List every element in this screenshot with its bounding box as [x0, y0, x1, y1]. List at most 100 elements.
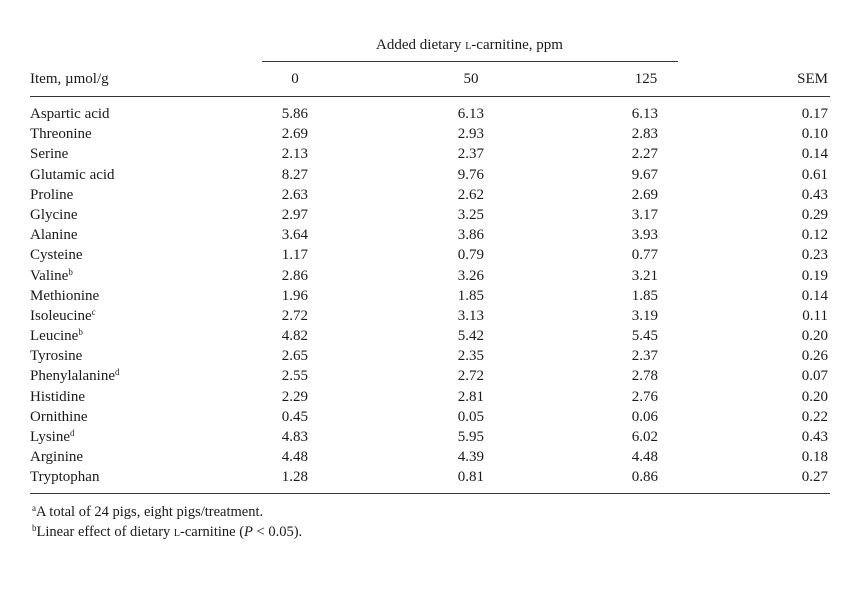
row-value-50-ppm: 4.39 [457, 449, 484, 466]
row-value-125-ppm: 2.78 [631, 368, 658, 385]
footnote-b-p: P [244, 524, 253, 540]
row-value-50-ppm: 0.05 [457, 408, 484, 425]
footnote-b-smallcaps: L [173, 525, 181, 540]
row-value-0-ppm: 4.48 [281, 449, 308, 466]
row-item-label: Lysined [30, 428, 75, 446]
header-125-ppm: 125 [634, 71, 658, 87]
row-value-125-ppm: 0.06 [631, 408, 658, 425]
row-value-125-ppm: 9.67 [631, 166, 658, 183]
row-item-label: Methionine [30, 287, 100, 304]
footnote-a-text: A total of 24 pigs, eight pigs/treatment… [36, 504, 264, 520]
table-row: Alanine 3.64 3.86 3.93 0.12 [30, 225, 830, 245]
row-value-sem: 0.27 [801, 469, 828, 486]
row-value-125-ppm: 2.69 [631, 186, 658, 203]
row-value-sem: 0.29 [801, 206, 828, 223]
row-item-label: Valineb [30, 266, 73, 284]
row-item-label: Glutamic acid [30, 166, 115, 183]
row-item-label: Aspartic acid [30, 106, 110, 122]
row-item-label: Histidine [30, 388, 85, 405]
row-item-footnote-mark: c [91, 306, 96, 317]
row-value-sem: 0.20 [801, 388, 828, 405]
row-value-50-ppm: 5.42 [457, 328, 484, 345]
spanner-prefix: Added dietary [376, 37, 466, 53]
row-value-0-ppm: 2.86 [281, 267, 308, 284]
column-spanner-heading: Added dietary L-carnitine, ppm [262, 37, 677, 54]
footnote-a-mark: a [32, 503, 36, 513]
table-row: Threonine 2.69 2.93 2.83 0.10 [30, 124, 830, 144]
row-value-sem: 0.10 [801, 126, 828, 143]
row-value-0-ppm: 2.97 [281, 206, 308, 223]
row-value-0-ppm: 2.13 [281, 146, 308, 163]
row-value-50-ppm: 1.85 [457, 287, 484, 304]
row-value-sem: 0.43 [801, 186, 828, 203]
row-value-50-ppm: 2.62 [457, 186, 484, 203]
row-value-sem: 0.14 [801, 287, 828, 304]
row-item-label: Arginine [30, 449, 84, 466]
row-value-0-ppm: 2.55 [281, 368, 308, 385]
row-value-125-ppm: 2.83 [631, 126, 658, 143]
header-0-ppm: 0 [291, 71, 299, 87]
row-value-0-ppm: 4.83 [281, 429, 308, 445]
row-value-0-ppm: 2.63 [281, 186, 308, 203]
row-value-125-ppm: 2.76 [631, 388, 658, 405]
row-value-sem: 0.43 [801, 429, 828, 445]
table-row: Cysteine 1.17 0.79 0.77 0.23 [30, 245, 830, 265]
footnote-b: bLinear effect of dietary L-carnitine (P… [32, 522, 302, 543]
row-value-125-ppm: 2.37 [631, 348, 658, 365]
table-row: Tyrosine 2.65 2.35 2.37 0.26 [30, 346, 830, 366]
row-value-125-ppm: 0.77 [631, 247, 658, 264]
table-row: Proline 2.63 2.62 2.69 0.43 [30, 185, 830, 205]
row-value-125-ppm: 6.13 [631, 106, 658, 122]
row-value-50-ppm: 0.81 [457, 469, 484, 486]
row-value-0-ppm: 2.65 [281, 348, 308, 365]
header-rule [30, 96, 830, 97]
row-value-50-ppm: 2.72 [457, 368, 484, 385]
row-item-label: Phenylalanined [30, 367, 120, 385]
row-value-50-ppm: 5.95 [457, 429, 484, 445]
table-row: Tryptophan 1.28 0.81 0.86 0.27 [30, 467, 830, 487]
row-item-label: Cysteine [30, 247, 83, 264]
row-item-label: Threonine [30, 126, 92, 143]
row-item-label: Tryptophan [30, 469, 100, 486]
row-value-50-ppm: 2.37 [457, 146, 484, 163]
row-value-sem: 0.18 [801, 449, 828, 466]
row-value-0-ppm: 2.29 [281, 388, 308, 405]
header-sem: SEM [797, 71, 828, 87]
footnote-b-mark: b [32, 523, 37, 533]
header-item: Item, µmol/g [30, 71, 109, 87]
table-body: Aspartic acid 5.86 6.13 6.13 0.17 Threonine 2.… [30, 104, 830, 488]
footnote-a: aA total of 24 pigs, eight pigs/treatmen… [32, 502, 302, 522]
table-row: Lysined 4.83 5.95 6.02 0.43 [30, 427, 830, 447]
row-value-125-ppm: 0.86 [631, 469, 658, 486]
table-row: Methionine 1.96 1.85 1.85 0.14 [30, 286, 830, 306]
row-value-0-ppm: 1.96 [281, 287, 308, 304]
row-value-sem: 0.20 [801, 328, 828, 345]
row-value-0-ppm: 2.69 [281, 126, 308, 143]
row-item-label: Tyrosine [30, 348, 83, 365]
row-value-125-ppm: 5.45 [631, 328, 658, 345]
row-value-sem: 0.61 [801, 166, 828, 183]
row-item-label: Proline [30, 186, 74, 203]
row-value-125-ppm: 3.93 [631, 227, 658, 244]
row-item-label: Serine [30, 146, 69, 163]
row-value-50-ppm: 3.86 [457, 227, 484, 244]
row-item-footnote-mark: b [78, 327, 83, 338]
row-item-label: Alanine [30, 227, 78, 244]
row-value-sem: 0.23 [801, 247, 828, 264]
row-item-footnote-mark: d [114, 367, 120, 378]
row-item-label: Ornithine [30, 408, 88, 425]
row-value-0-ppm: 1.17 [281, 247, 308, 264]
row-value-50-ppm: 2.81 [457, 388, 484, 405]
table-row: Valineb 2.86 3.26 3.21 0.19 [30, 266, 830, 286]
table-row: Histidine 2.29 2.81 2.76 0.20 [30, 387, 830, 407]
bottom-rule [30, 493, 830, 494]
row-item-footnote-mark: d [70, 428, 75, 438]
row-value-125-ppm: 3.19 [631, 307, 658, 324]
row-value-125-ppm: 4.48 [631, 449, 658, 466]
row-value-sem: 0.22 [801, 408, 828, 425]
row-value-50-ppm: 6.13 [457, 106, 484, 122]
table-row: Isoleucinec 2.72 3.13 3.19 0.11 [30, 306, 830, 326]
row-value-0-ppm: 5.86 [281, 106, 308, 122]
table-row: Ornithine 0.45 0.05 0.06 0.22 [30, 407, 830, 427]
